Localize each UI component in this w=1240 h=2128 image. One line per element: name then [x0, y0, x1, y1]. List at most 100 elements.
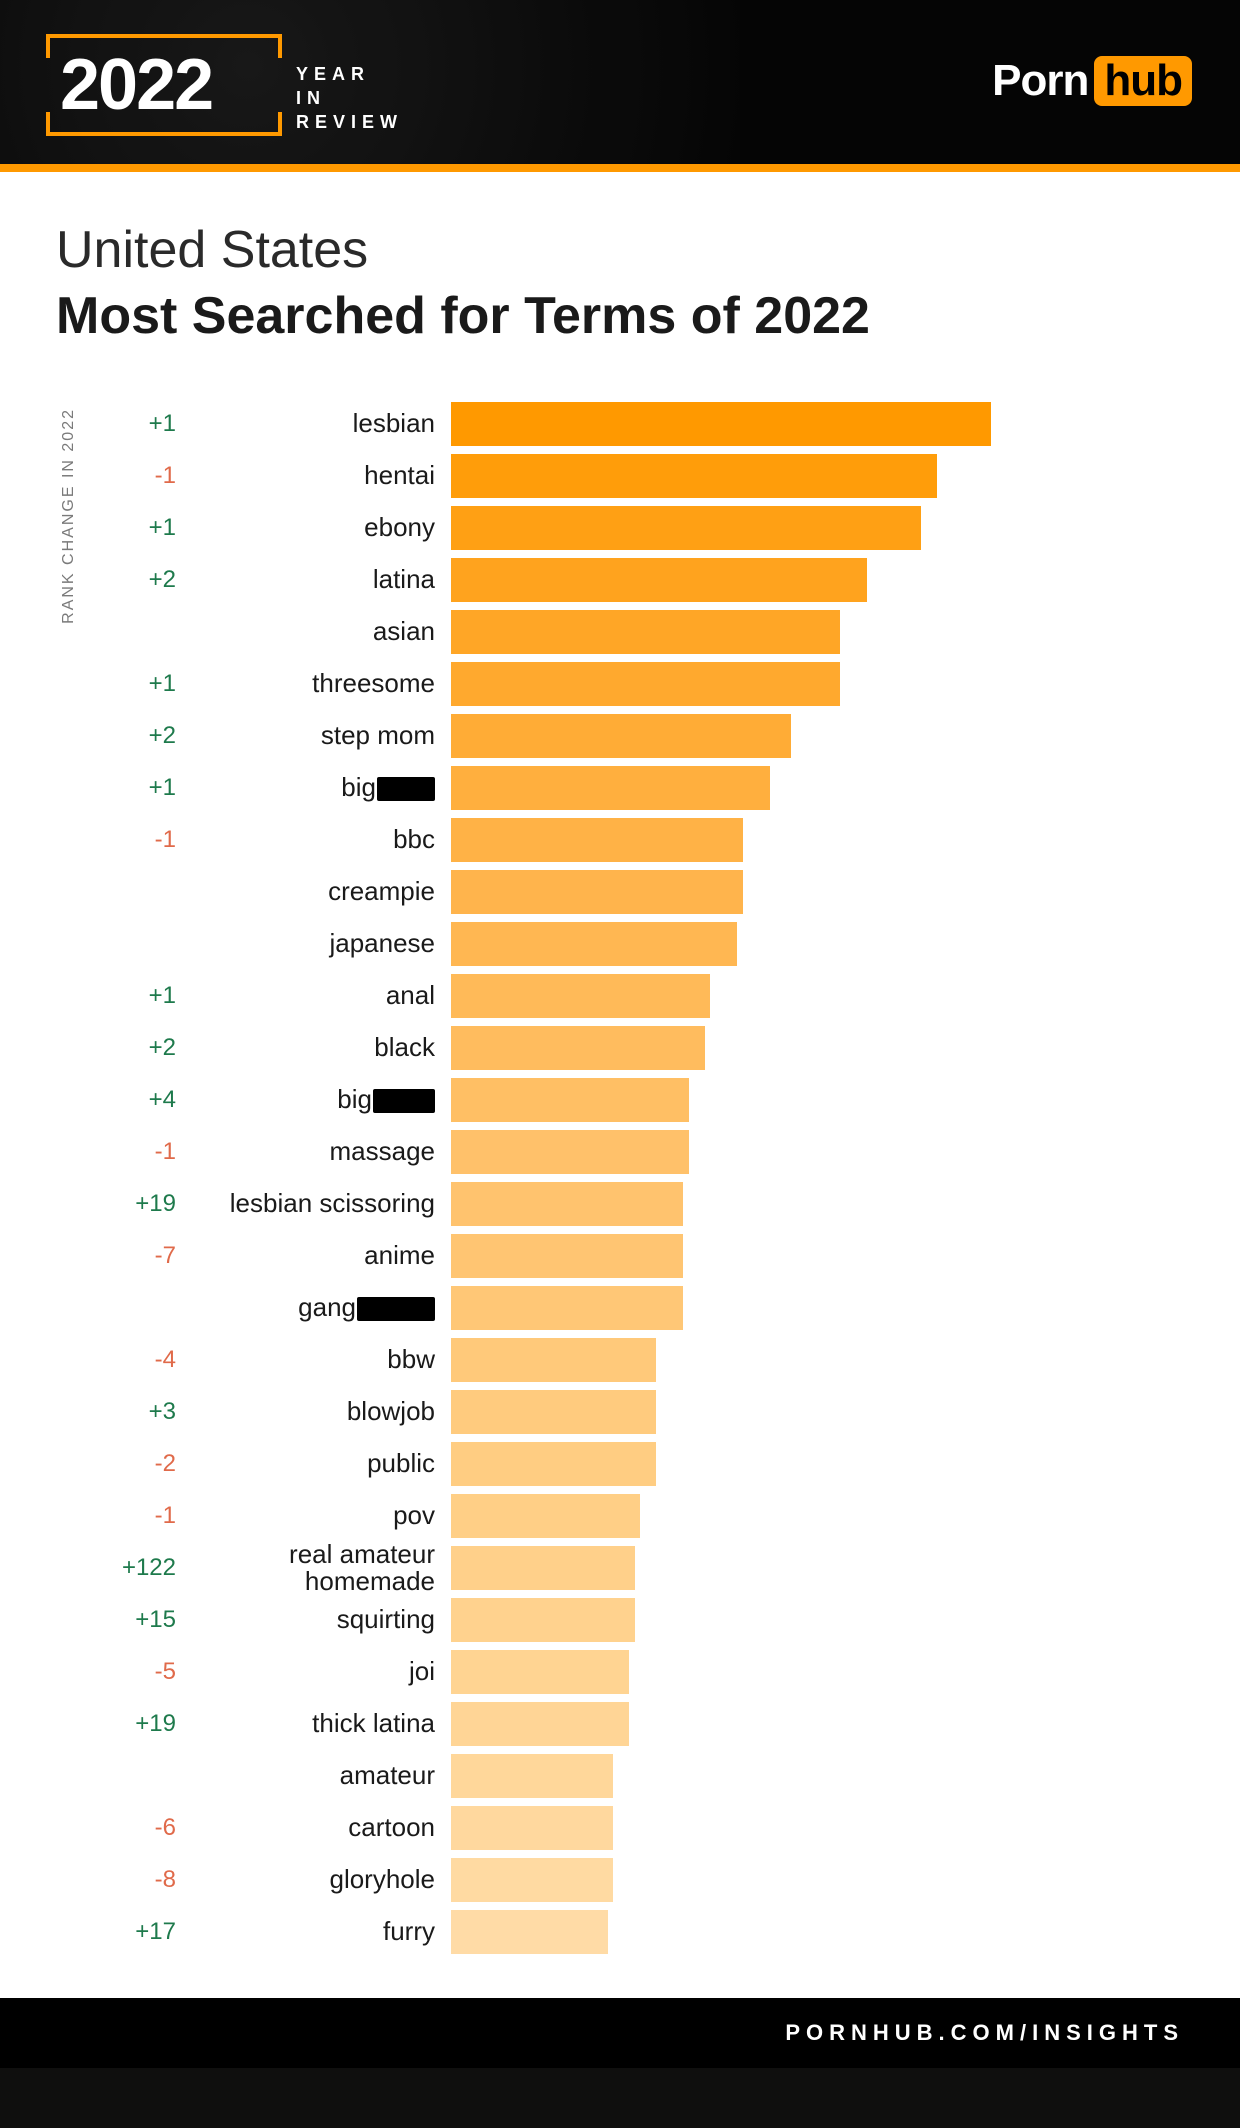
rank-change: +1	[56, 982, 186, 1010]
badge-subtitle-line2: REVIEW	[296, 110, 403, 134]
bar-track	[451, 1806, 1184, 1850]
chart-row: -6cartoon	[56, 1802, 1184, 1854]
chart-row: +17furry	[56, 1906, 1184, 1958]
bar	[451, 1390, 656, 1434]
rank-change: +19	[56, 1190, 186, 1218]
term-label: thick latina	[186, 1710, 451, 1737]
term-label: massage	[186, 1138, 451, 1165]
bottom-gap	[0, 2068, 1240, 2128]
term-label: bbw	[186, 1346, 451, 1373]
chart-rows: +1lesbian-1hentai+1ebony+2latinaasian+1t…	[56, 398, 1184, 1958]
badge-subtitle-line1: YEAR IN	[296, 62, 403, 110]
chart-row: +2latina	[56, 554, 1184, 606]
bar	[451, 1806, 613, 1850]
term-label: furry	[186, 1918, 451, 1945]
bar	[451, 1182, 683, 1226]
bar-track	[451, 714, 1184, 758]
bar	[451, 1026, 705, 1070]
term-label: blowjob	[186, 1398, 451, 1425]
bar-track	[451, 454, 1184, 498]
bar-track	[451, 1494, 1184, 1538]
bar	[451, 558, 867, 602]
bar	[451, 974, 710, 1018]
bar-track	[451, 506, 1184, 550]
chart-row: +15squirting	[56, 1594, 1184, 1646]
bar	[451, 1702, 629, 1746]
bar-track	[451, 1910, 1184, 1954]
bar	[451, 766, 770, 810]
chart-row: -1pov	[56, 1490, 1184, 1542]
bar-chart: RANK CHANGE IN 2022 +1lesbian-1hentai+1e…	[0, 378, 1240, 1998]
bar	[451, 402, 991, 446]
chart-row: -1hentai	[56, 450, 1184, 502]
y-axis-label: RANK CHANGE IN 2022	[60, 408, 78, 624]
term-label: anime	[186, 1242, 451, 1269]
header-banner: 2022 YEAR IN REVIEW Porn hub	[0, 0, 1240, 172]
chart-row: -4bbw	[56, 1334, 1184, 1386]
term-label: gloryhole	[186, 1866, 451, 1893]
term-label: cartoon	[186, 1814, 451, 1841]
term-label: asian	[186, 618, 451, 645]
chart-row: +19lesbian scissoring	[56, 1178, 1184, 1230]
bar-track	[451, 1390, 1184, 1434]
bar-track	[451, 1182, 1184, 1226]
chart-row: +1big	[56, 762, 1184, 814]
rank-change: -1	[56, 1502, 186, 1530]
bar	[451, 1754, 613, 1798]
bar-track	[451, 1754, 1184, 1798]
chart-row: +4big	[56, 1074, 1184, 1126]
term-label: anal	[186, 982, 451, 1009]
title-line2: Most Searched for Terms of 2022	[56, 286, 1184, 346]
chart-row: +2step mom	[56, 710, 1184, 762]
bar-track	[451, 922, 1184, 966]
rank-change: -2	[56, 1450, 186, 1478]
rank-change: +1	[56, 774, 186, 802]
term-label: japanese	[186, 930, 451, 957]
rank-change: -5	[56, 1658, 186, 1686]
bar	[451, 1858, 613, 1902]
bar	[451, 1494, 640, 1538]
badge-border-bottom	[46, 112, 282, 136]
bar	[451, 714, 791, 758]
footer-text: PORNHUB.COM/INSIGHTS	[785, 2020, 1184, 2046]
bar	[451, 1910, 608, 1954]
year-badge: 2022 YEAR IN REVIEW	[46, 34, 346, 136]
chart-row: -1bbc	[56, 814, 1184, 866]
bar-track	[451, 1702, 1184, 1746]
bar	[451, 818, 743, 862]
rank-change: -4	[56, 1346, 186, 1374]
bar	[451, 1130, 689, 1174]
rank-change: -1	[56, 826, 186, 854]
chart-row: -5joi	[56, 1646, 1184, 1698]
bar	[451, 870, 743, 914]
bar-track	[451, 1338, 1184, 1382]
redaction-block	[373, 1089, 435, 1113]
term-label: public	[186, 1450, 451, 1477]
brand-right: hub	[1094, 56, 1192, 106]
bar-track	[451, 402, 1184, 446]
bar-track	[451, 662, 1184, 706]
chart-row: +1threesome	[56, 658, 1184, 710]
rank-change: +15	[56, 1606, 186, 1634]
bar-track	[451, 1650, 1184, 1694]
chart-row: +1ebony	[56, 502, 1184, 554]
term-label: ebony	[186, 514, 451, 541]
rank-change: +19	[56, 1710, 186, 1738]
term-label: lesbian	[186, 410, 451, 437]
term-label: threesome	[186, 670, 451, 697]
bar-track	[451, 1442, 1184, 1486]
chart-row: -7anime	[56, 1230, 1184, 1282]
term-label: amateur	[186, 1762, 451, 1789]
rank-change: -1	[56, 1138, 186, 1166]
term-label: bbc	[186, 826, 451, 853]
bar	[451, 1286, 683, 1330]
rank-change: +122	[56, 1554, 186, 1582]
bar-track	[451, 558, 1184, 602]
term-label: pov	[186, 1502, 451, 1529]
rank-change: +3	[56, 1398, 186, 1426]
title-block: United States Most Searched for Terms of…	[0, 172, 1240, 378]
term-label: lesbian scissoring	[186, 1190, 451, 1217]
term-label: joi	[186, 1658, 451, 1685]
chart-row: +122real amateurhomemade	[56, 1542, 1184, 1594]
chart-row: -8gloryhole	[56, 1854, 1184, 1906]
